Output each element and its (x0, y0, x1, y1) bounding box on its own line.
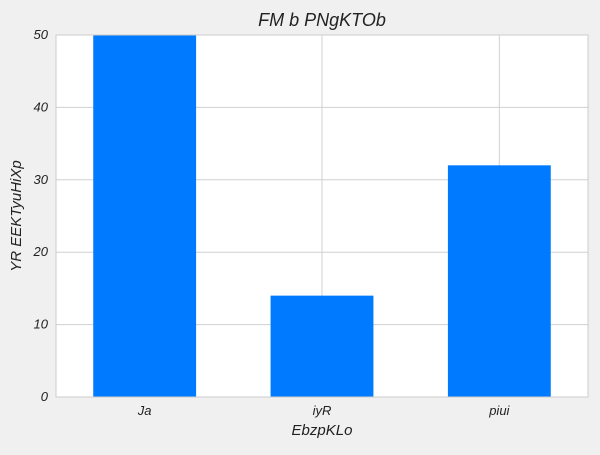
bars (93, 35, 551, 397)
y-axis-label: YR EEKTyuHiXp (8, 160, 25, 271)
chart-title: FM b PNgKTOb (258, 10, 386, 30)
x-tick-label: iyR (313, 403, 332, 418)
x-tick-label: piui (488, 403, 510, 418)
y-tick-label: 30 (34, 172, 49, 187)
plot-frame (55, 34, 589, 398)
x-axis-ticks: Ja iyR piui (137, 403, 511, 418)
y-tick-label: 40 (34, 99, 49, 114)
y-tick-label: 0 (41, 389, 49, 404)
bar-Ja (93, 35, 197, 397)
bar-iyR (270, 295, 374, 397)
bar-piui (447, 165, 551, 397)
y-tick-label: 10 (34, 317, 49, 332)
y-tick-label: 20 (33, 244, 49, 259)
y-tick-label: 50 (34, 27, 49, 42)
x-tick-label: Ja (137, 403, 152, 418)
y-axis-ticks: 0 10 20 30 40 50 (33, 27, 49, 404)
x-axis-label: EbzpKLo (292, 422, 353, 439)
